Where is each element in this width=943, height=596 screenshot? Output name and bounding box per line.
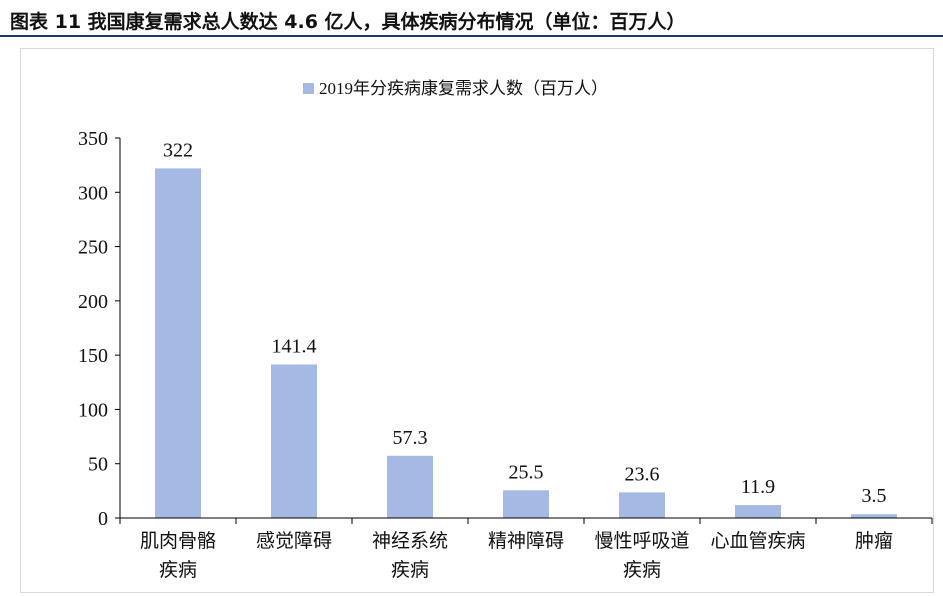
category-label: 肿瘤 xyxy=(855,530,893,552)
category-label: 肌肉骨骼疾病 xyxy=(140,530,216,581)
title-underline xyxy=(0,35,943,37)
chart-frame xyxy=(20,48,934,593)
y-tick-label: 50 xyxy=(88,454,108,476)
category-label: 慢性呼吸道疾病 xyxy=(594,530,689,581)
bars xyxy=(155,168,897,518)
data-label: 57.3 xyxy=(393,427,428,449)
category-label: 精神障碍 xyxy=(488,530,564,552)
data-label: 11.9 xyxy=(741,476,775,498)
y-tick-label: 100 xyxy=(78,399,108,421)
data-label: 25.5 xyxy=(509,461,544,483)
data-label: 322 xyxy=(163,139,193,161)
bar xyxy=(851,514,897,518)
y-tick-label: 350 xyxy=(78,128,108,150)
bar xyxy=(387,455,433,518)
category-label: 心血管疾病 xyxy=(710,530,805,552)
data-labels: 322 141.4 57.3 25.5 23.6 11.9 3.5 xyxy=(163,139,887,507)
legend: 2019年分疾病康复需求人数（百万人） xyxy=(303,79,608,98)
data-label: 3.5 xyxy=(862,485,887,507)
bar xyxy=(619,492,665,518)
legend-label: 2019年分疾病康复需求人数（百万人） xyxy=(319,79,608,98)
bar xyxy=(503,490,549,518)
figure-title: 图表 11 我国康复需求总人数达 4.6 亿人，具体疾病分布情况（单位：百万人） xyxy=(10,11,686,33)
y-tick-label: 0 xyxy=(98,508,108,530)
data-label: 23.6 xyxy=(625,463,660,485)
category-label: 神经系统疾病 xyxy=(372,530,448,581)
y-tick-label: 250 xyxy=(78,237,108,259)
category-label: 感觉障碍 xyxy=(256,530,332,552)
y-tick-label: 150 xyxy=(78,345,108,367)
y-tick-label: 300 xyxy=(78,182,108,204)
bar xyxy=(271,364,317,518)
data-label: 141.4 xyxy=(272,335,317,357)
y-tick-label: 200 xyxy=(78,291,108,313)
bar xyxy=(735,505,781,518)
figure-header: 图表 11 我国康复需求总人数达 4.6 亿人，具体疾病分布情况（单位：百万人） xyxy=(0,0,943,38)
bar xyxy=(155,168,201,518)
legend-swatch xyxy=(303,83,314,94)
y-axis: 0 50 100 150 200 250 300 350 xyxy=(78,128,121,530)
